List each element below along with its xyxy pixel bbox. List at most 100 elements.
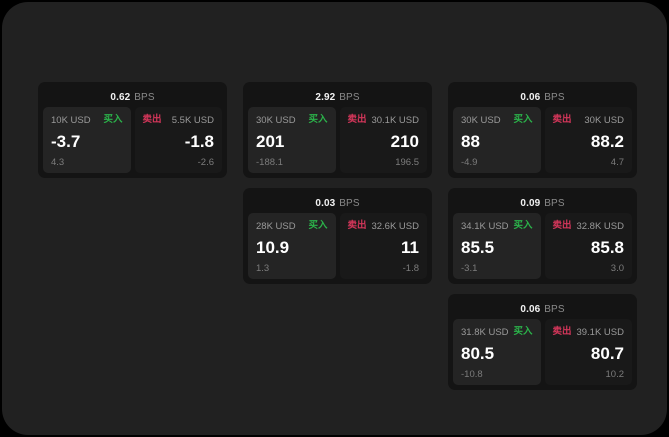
buy-value: -3.7 — [51, 132, 81, 152]
bps-unit-label: BPS — [544, 303, 565, 315]
bps-unit-label: BPS — [339, 197, 360, 209]
bps-unit-label: BPS — [544, 91, 565, 103]
card-header: 0.06 BPS — [453, 87, 632, 107]
buy-value: 10.9 — [256, 238, 290, 258]
buy-value: 80.5 — [461, 344, 495, 364]
buy-tag: 买入 — [513, 326, 533, 338]
sell-side-panel[interactable]: 卖出 32.6K USD 11 -1.8 — [339, 213, 427, 279]
buy-footer-value: -188.1 — [256, 156, 283, 168]
card-body: 28K USD 买入 10.9 1.3 卖出 32.6K USD 11 -1.8 — [248, 213, 427, 279]
buy-size-label: 30K USD — [461, 114, 501, 126]
buy-side-panel[interactable]: 30K USD 买入 201 -188.1 — [248, 107, 336, 173]
quote-card[interactable]: 0.06 BPS 30K USD 买入 88 -4.9 卖出 30K USD 88.2 4.7 — [448, 82, 637, 178]
sell-size-label: 32.8K USD — [576, 220, 624, 232]
quote-card[interactable]: 0.03 BPS 28K USD 买入 10.9 1.3 卖出 32.6K USD 11 -1.8 — [243, 188, 432, 284]
buy-side-panel[interactable]: 30K USD 买入 88 -4.9 — [453, 107, 541, 173]
column-2: 2.92 BPS 30K USD 买入 201 -188.1 卖出 30.1K USD 210 1… — [243, 82, 432, 284]
buy-tag: 买入 — [103, 114, 123, 126]
sell-size-label: 32.6K USD — [371, 220, 419, 232]
buy-footer-value: -10.8 — [461, 368, 483, 380]
buy-value: 88 — [461, 132, 480, 152]
buy-side-header: 34.1K USD 买入 — [461, 220, 533, 232]
sell-side-header: 卖出 32.6K USD — [348, 220, 420, 232]
buy-side-header: 30K USD 买入 — [256, 114, 328, 126]
buy-footer-value: 1.3 — [256, 262, 270, 274]
sell-value: 88.2 — [590, 132, 624, 152]
buy-side-panel[interactable]: 34.1K USD 买入 85.5 -3.1 — [453, 213, 541, 279]
buy-footer-value: -4.9 — [461, 156, 478, 168]
sell-size-label: 30.1K USD — [371, 114, 419, 126]
buy-value: 201 — [256, 132, 285, 152]
sell-size-label: 39.1K USD — [576, 326, 624, 338]
bps-value: 0.03 — [315, 197, 336, 209]
card-header: 0.03 BPS — [248, 193, 427, 213]
sell-tag: 卖出 — [552, 220, 572, 232]
bps-value: 0.62 — [110, 91, 131, 103]
card-body: 34.1K USD 买入 85.5 -3.1 卖出 32.8K USD 85.8 3.0 — [453, 213, 632, 279]
sell-value: 80.7 — [590, 344, 624, 364]
buy-size-label: 34.1K USD — [461, 220, 509, 232]
quote-card-board: 0.62 BPS 10K USD 买入 -3.7 4.3 卖出 5.5K USD -1.8 -2.… — [38, 82, 638, 390]
sell-footer-value: -1.8 — [402, 262, 419, 274]
buy-side-panel[interactable]: 10K USD 买入 -3.7 4.3 — [43, 107, 131, 173]
card-body: 30K USD 买入 201 -188.1 卖出 30.1K USD 210 196.5 — [248, 107, 427, 173]
quote-card[interactable]: 2.92 BPS 30K USD 买入 201 -188.1 卖出 30.1K USD 210 1… — [243, 82, 432, 178]
card-header: 0.09 BPS — [453, 193, 632, 213]
buy-tag: 买入 — [513, 220, 533, 232]
buy-size-label: 10K USD — [51, 114, 91, 126]
bps-unit-label: BPS — [134, 91, 155, 103]
bps-value: 2.92 — [315, 91, 336, 103]
buy-size-label: 31.8K USD — [461, 326, 509, 338]
sell-side-header: 卖出 39.1K USD — [553, 326, 625, 338]
buy-footer-value: -3.1 — [461, 262, 478, 274]
sell-side-panel[interactable]: 卖出 39.1K USD 80.7 10.2 — [544, 319, 632, 385]
buy-size-label: 28K USD — [256, 220, 296, 232]
sell-value: -1.8 — [184, 132, 214, 152]
card-header: 0.62 BPS — [43, 87, 222, 107]
bps-value: 0.06 — [520, 91, 541, 103]
buy-side-panel[interactable]: 31.8K USD 买入 80.5 -10.8 — [453, 319, 541, 385]
buy-value: 85.5 — [461, 238, 495, 258]
sell-value: 210 — [390, 132, 419, 152]
bps-value: 0.09 — [520, 197, 541, 209]
sell-footer-value: -2.6 — [197, 156, 214, 168]
sell-tag: 卖出 — [347, 220, 367, 232]
quote-card[interactable]: 0.09 BPS 34.1K USD 买入 85.5 -3.1 卖出 32.8K USD 85.… — [448, 188, 637, 284]
sell-value: 11 — [401, 238, 419, 258]
buy-tag: 买入 — [308, 220, 328, 232]
sell-size-label: 30K USD — [584, 114, 624, 126]
buy-side-header: 28K USD 买入 — [256, 220, 328, 232]
column-1: 0.62 BPS 10K USD 买入 -3.7 4.3 卖出 5.5K USD -1.8 -2.… — [38, 82, 227, 178]
sell-side-header: 卖出 30.1K USD — [348, 114, 420, 126]
column-3: 0.06 BPS 30K USD 买入 88 -4.9 卖出 30K USD 88.2 4.7 0.… — [448, 82, 637, 390]
bps-value: 0.06 — [520, 303, 541, 315]
buy-side-header: 10K USD 买入 — [51, 114, 123, 126]
quote-card[interactable]: 0.62 BPS 10K USD 买入 -3.7 4.3 卖出 5.5K USD -1.8 -2.… — [38, 82, 227, 178]
buy-footer-value: 4.3 — [51, 156, 65, 168]
quote-card[interactable]: 0.06 BPS 31.8K USD 买入 80.5 -10.8 卖出 39.1K USD 80… — [448, 294, 637, 390]
sell-tag: 卖出 — [142, 114, 162, 126]
sell-side-panel[interactable]: 卖出 5.5K USD -1.8 -2.6 — [134, 107, 222, 173]
sell-size-label: 5.5K USD — [171, 114, 214, 126]
sell-side-header: 卖出 5.5K USD — [143, 114, 215, 126]
sell-footer-value: 10.2 — [605, 368, 625, 380]
buy-side-header: 31.8K USD 买入 — [461, 326, 533, 338]
card-header: 0.06 BPS — [453, 299, 632, 319]
buy-size-label: 30K USD — [256, 114, 296, 126]
sell-side-panel[interactable]: 卖出 30K USD 88.2 4.7 — [544, 107, 632, 173]
sell-side-panel[interactable]: 卖出 30.1K USD 210 196.5 — [339, 107, 427, 173]
buy-side-panel[interactable]: 28K USD 买入 10.9 1.3 — [248, 213, 336, 279]
buy-side-header: 30K USD 买入 — [461, 114, 533, 126]
buy-tag: 买入 — [308, 114, 328, 126]
sell-tag: 卖出 — [552, 326, 572, 338]
buy-tag: 买入 — [513, 114, 533, 126]
sell-tag: 卖出 — [552, 114, 572, 126]
sell-side-header: 卖出 32.8K USD — [553, 220, 625, 232]
card-header: 2.92 BPS — [248, 87, 427, 107]
sell-side-panel[interactable]: 卖出 32.8K USD 85.8 3.0 — [544, 213, 632, 279]
sell-footer-value: 4.7 — [610, 156, 624, 168]
bps-unit-label: BPS — [544, 197, 565, 209]
card-body: 30K USD 买入 88 -4.9 卖出 30K USD 88.2 4.7 — [453, 107, 632, 173]
sell-value: 85.8 — [590, 238, 624, 258]
